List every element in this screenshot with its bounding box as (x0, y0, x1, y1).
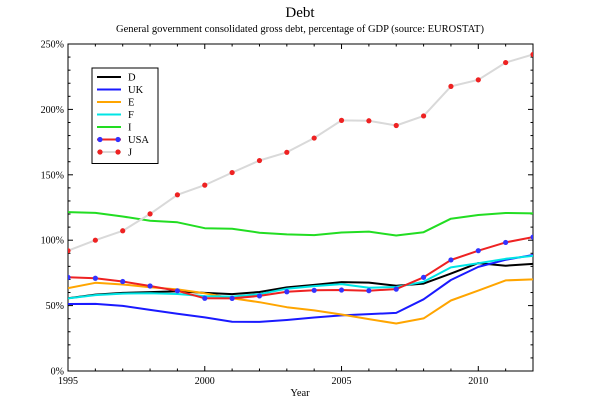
data-point-usa (147, 283, 153, 289)
data-point-j (420, 113, 427, 119)
data-point-j (475, 77, 481, 83)
data-point-j (229, 169, 235, 176)
data-point-usa (311, 287, 317, 293)
plot-area: 0% 50% 100% 150% 200% 250% 1995 2000 2005 2010 DUK… (41, 40, 534, 387)
data-point-j (120, 228, 126, 234)
legend-marker-usa (97, 136, 103, 143)
data-point-j (147, 211, 153, 217)
plot-frame (67, 43, 534, 372)
data-point-j (530, 51, 533, 58)
legend-marker-j (115, 149, 121, 155)
series-usa (68, 234, 533, 302)
data-point-j (256, 157, 263, 164)
series-e (68, 278, 533, 325)
y-tick-label: 0% (51, 367, 64, 378)
legend-box (91, 67, 159, 164)
data-point-usa (68, 274, 71, 280)
data-point-usa (120, 278, 126, 285)
x-tick-label: 1995 (58, 376, 78, 387)
data-point-j (366, 118, 372, 124)
data-point-j (448, 83, 454, 89)
data-point-usa (393, 286, 399, 292)
series-line-j (68, 53, 533, 252)
data-point-j (174, 192, 181, 198)
series-j (68, 51, 533, 254)
legend-marker-j (97, 149, 103, 155)
data-point-usa (174, 288, 181, 294)
legend-label-d: D (128, 73, 136, 84)
data-point-usa (530, 234, 533, 240)
x-tick-label: 2000 (195, 376, 215, 387)
series-line-i (68, 211, 533, 237)
series-i (68, 211, 533, 237)
data-point-usa (338, 287, 345, 293)
y-tick-label: 200% (41, 105, 64, 116)
series-line-f (68, 254, 533, 300)
series-line-e (68, 278, 533, 325)
legend-label-f: F (128, 110, 134, 121)
series-line-usa (68, 236, 533, 300)
series-d (68, 262, 533, 300)
x-tick-label: 2010 (468, 376, 488, 387)
x-axis-label: Year (290, 388, 310, 399)
y-tick-label: 100% (41, 236, 64, 247)
data-point-j (284, 149, 290, 155)
series-line-d (68, 262, 533, 300)
data-point-usa (92, 275, 98, 281)
data-point-usa (503, 239, 509, 246)
data-point-usa (284, 289, 290, 295)
chart-title: Debt (285, 5, 315, 21)
data-point-j (68, 248, 71, 254)
y-tick-label: 150% (41, 170, 64, 181)
legend-label-e: E (128, 98, 134, 109)
data-point-usa (475, 248, 481, 254)
chart-subtitle: General government consolidated gross de… (116, 24, 484, 35)
data-point-usa (202, 295, 208, 301)
data-point-j (202, 182, 208, 188)
data-point-j (393, 122, 399, 129)
data-point-usa (366, 288, 372, 294)
x-tick-label: 2005 (332, 376, 352, 387)
data-point-j (92, 237, 98, 243)
series-f (68, 254, 533, 300)
legend-label-i: I (128, 123, 132, 134)
legend-label-uk: UK (128, 85, 144, 96)
data-point-j (311, 135, 317, 141)
series-uk (68, 254, 533, 323)
data-point-usa (420, 274, 427, 280)
data-point-usa (448, 257, 454, 263)
legend-marker-usa (115, 136, 121, 143)
data-point-usa (256, 293, 263, 299)
data-point-usa (229, 295, 235, 302)
legend-label-j: J (128, 148, 132, 159)
legend-label-usa: USA (128, 135, 149, 146)
series-line-uk (68, 254, 533, 323)
y-tick-label: 50% (46, 301, 64, 312)
data-point-j (338, 117, 345, 123)
y-tick-label: 250% (41, 40, 64, 51)
data-point-j (503, 59, 509, 66)
